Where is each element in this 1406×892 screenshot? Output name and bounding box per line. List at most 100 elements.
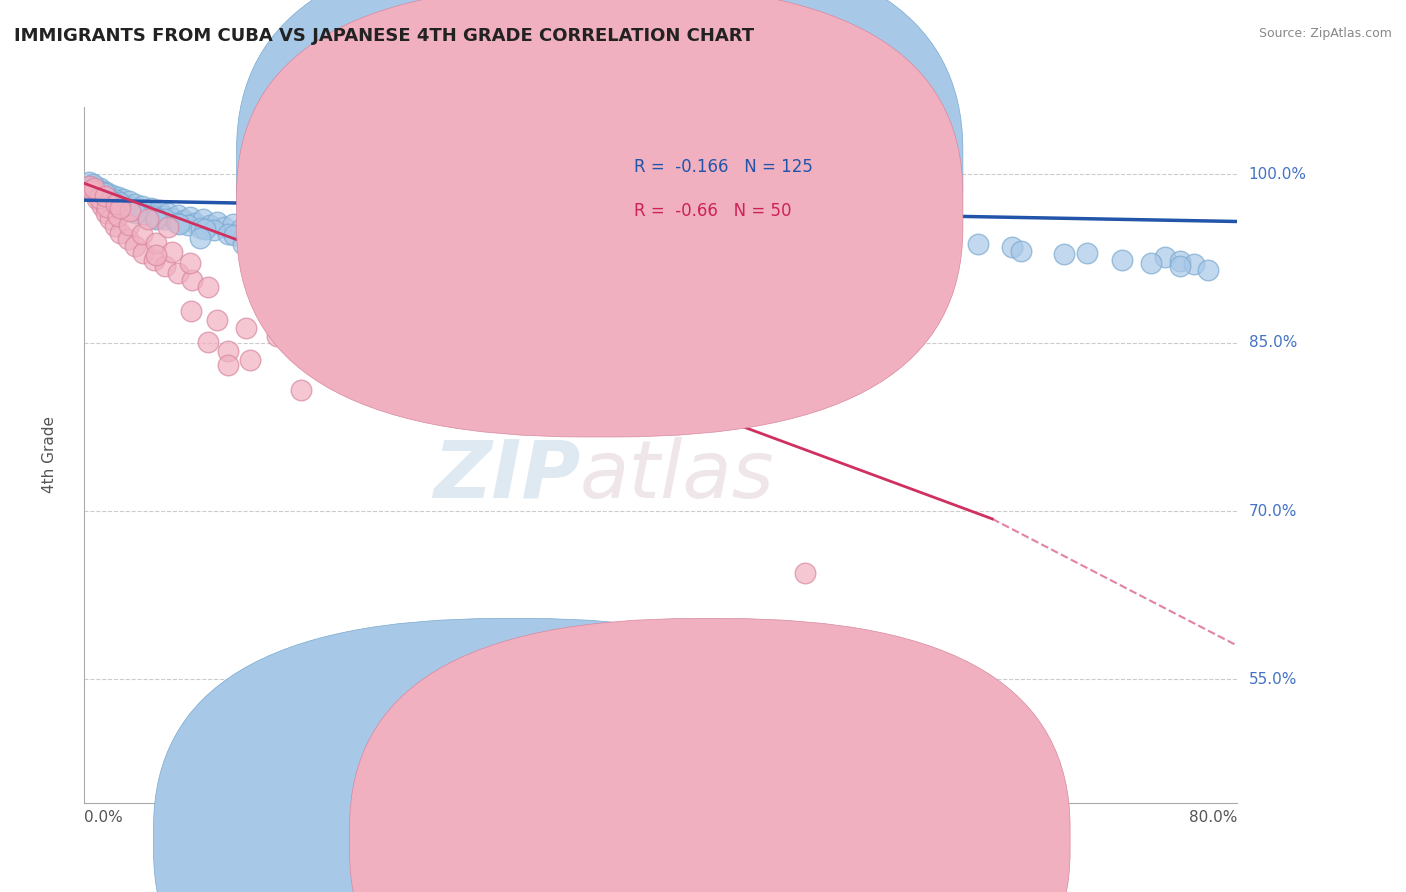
- Point: [143, 207, 166, 221]
- Point: [100, 187, 122, 202]
- Point: [97, 191, 120, 205]
- Point: [339, 344, 361, 359]
- Point: [232, 236, 254, 251]
- Point: [837, 232, 859, 246]
- Point: [156, 205, 179, 219]
- Text: R =  -0.66   N = 50: R = -0.66 N = 50: [634, 202, 792, 219]
- Point: [117, 232, 139, 246]
- Point: [87, 183, 110, 197]
- Point: [910, 262, 932, 277]
- Point: [93, 186, 115, 201]
- Text: Source: ZipAtlas.com: Source: ZipAtlas.com: [1258, 27, 1392, 40]
- Point: [110, 226, 132, 240]
- Point: [162, 211, 184, 226]
- Point: [422, 293, 444, 307]
- Point: [153, 260, 176, 274]
- Point: [1001, 240, 1024, 254]
- Point: [416, 235, 439, 249]
- Point: [202, 223, 225, 237]
- Point: [239, 352, 262, 367]
- Point: [190, 221, 212, 235]
- Point: [179, 210, 201, 224]
- Point: [77, 178, 100, 193]
- Text: atlas: atlas: [581, 437, 775, 515]
- Point: [231, 222, 253, 236]
- Point: [669, 265, 692, 279]
- Point: [301, 226, 323, 240]
- Point: [367, 235, 389, 250]
- Point: [156, 220, 179, 235]
- Point: [276, 243, 298, 257]
- Point: [290, 383, 312, 397]
- Point: [278, 223, 301, 237]
- Point: [145, 211, 167, 226]
- Point: [367, 248, 389, 262]
- Point: [506, 246, 529, 260]
- Point: [125, 205, 148, 219]
- Text: ZIP: ZIP: [433, 437, 581, 515]
- Text: 4th Grade: 4th Grade: [42, 417, 58, 493]
- Point: [794, 262, 817, 277]
- Point: [212, 220, 235, 235]
- Point: [860, 257, 883, 271]
- Point: [250, 232, 273, 246]
- Point: [353, 230, 375, 244]
- Point: [197, 334, 219, 349]
- Point: [318, 247, 340, 261]
- Point: [108, 195, 131, 210]
- Point: [1168, 260, 1191, 274]
- Point: [121, 200, 143, 214]
- Point: [86, 186, 108, 201]
- Point: [180, 304, 202, 318]
- Point: [93, 188, 115, 202]
- Text: 100.0%: 100.0%: [1249, 167, 1306, 182]
- Point: [1076, 246, 1098, 260]
- FancyBboxPatch shape: [236, 0, 963, 437]
- Point: [929, 235, 952, 249]
- Point: [1182, 257, 1205, 271]
- Point: [1010, 244, 1032, 258]
- Point: [564, 248, 586, 262]
- Point: [411, 240, 433, 254]
- Point: [384, 249, 406, 263]
- Point: [247, 225, 270, 239]
- Point: [80, 184, 103, 198]
- Point: [131, 199, 153, 213]
- Point: [339, 234, 361, 248]
- Point: [82, 186, 104, 200]
- Point: [145, 248, 167, 262]
- Point: [449, 260, 471, 274]
- Point: [1198, 262, 1220, 277]
- Point: [557, 260, 579, 274]
- Point: [440, 255, 463, 269]
- Point: [145, 235, 167, 250]
- Point: [177, 218, 200, 232]
- Point: [239, 219, 262, 233]
- Point: [80, 183, 103, 197]
- Point: [166, 216, 188, 230]
- Point: [107, 190, 129, 204]
- Point: [152, 209, 174, 223]
- Point: [83, 178, 105, 193]
- Point: [1140, 256, 1163, 270]
- Point: [267, 227, 290, 241]
- Point: [127, 202, 149, 216]
- Point: [173, 213, 195, 227]
- Point: [218, 358, 240, 372]
- Point: [359, 246, 381, 260]
- Point: [290, 238, 312, 252]
- Point: [612, 252, 634, 266]
- Point: [179, 256, 201, 270]
- Point: [312, 231, 335, 245]
- Point: [399, 238, 422, 252]
- Point: [105, 196, 128, 211]
- Point: [139, 201, 162, 215]
- Point: [112, 192, 135, 206]
- Point: [124, 196, 146, 211]
- Point: [325, 227, 347, 242]
- Point: [1053, 247, 1076, 261]
- Point: [104, 193, 127, 207]
- Point: [142, 209, 165, 223]
- Point: [167, 266, 190, 280]
- Point: [382, 232, 405, 246]
